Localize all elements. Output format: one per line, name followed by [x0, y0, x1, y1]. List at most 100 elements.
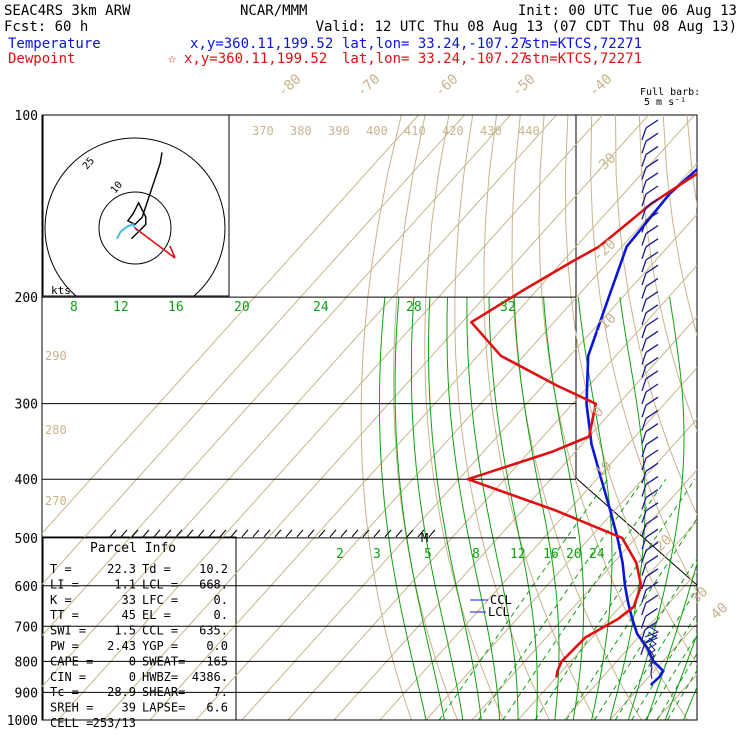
- wind-barb: [641, 555, 659, 576]
- parcel-field-label: Tc =: [50, 685, 79, 699]
- surface-wind-barb: [648, 649, 655, 662]
- mixing-ratio-label: 16: [543, 547, 559, 562]
- hatch-mark: [208, 529, 216, 538]
- wind-barb: [641, 185, 659, 207]
- parcel-field-value: 0: [129, 654, 136, 668]
- mixing-ratio-line: [631, 612, 697, 720]
- moist-adiabat-line: [720, 297, 740, 720]
- parcel-field-value: 165: [206, 654, 228, 668]
- hatch-mark: [274, 529, 282, 538]
- pressure-tick-label: 1000: [7, 714, 38, 729]
- hatch-mark: [285, 529, 293, 538]
- wind-barb-shaft: [645, 462, 659, 472]
- parcel-field-label: PW =: [50, 639, 79, 653]
- dry-adiabat-line: [360, 115, 412, 720]
- hatch-mark: [428, 529, 436, 538]
- wind-barb-shaft: [645, 357, 659, 367]
- mixing-ratio-line: [478, 478, 645, 720]
- dry-adiabat-line: [686, 115, 697, 209]
- surface-wind-barb: [644, 625, 660, 638]
- hatch-mark: [197, 529, 205, 538]
- wind-barb: [641, 211, 659, 233]
- parcel-field-value: 635.: [199, 624, 228, 638]
- wind-barb-flag: [641, 193, 647, 207]
- hatch-mark: [329, 529, 337, 538]
- wind-barb-shaft: [645, 409, 659, 419]
- isotherm-label: -60: [432, 71, 462, 100]
- mixing-ratio-label: 16: [168, 300, 184, 315]
- wind-barb-flag: [641, 484, 647, 497]
- mixing-ratio-label: 8: [472, 547, 480, 562]
- plot-frame: [41, 114, 698, 721]
- pressure-tick-label: 200: [15, 291, 38, 306]
- wind-barb: [640, 607, 658, 629]
- wind-barb: [641, 462, 659, 484]
- dewpoint-star-icon: ☆: [168, 51, 177, 67]
- isotherm-line: [195, 162, 697, 720]
- wind-barb-flag: [641, 536, 647, 550]
- theta-label: 440: [518, 124, 540, 138]
- hatch-mark: [252, 529, 260, 538]
- wind-barb: [641, 436, 659, 458]
- parcel-field-label: CELL =: [50, 716, 93, 730]
- wind-barb-shaft: [645, 185, 659, 195]
- parcel-field-value: 28.9: [107, 685, 136, 699]
- parcel-field-value: 22.3: [107, 562, 136, 576]
- parcel-field-value: 253/13: [93, 716, 136, 730]
- hatch-mark: [263, 529, 271, 538]
- wind-barb: [641, 581, 659, 603]
- isotherm-line: [57, 115, 603, 720]
- moist-adiabat-line: [488, 297, 538, 720]
- parcel-field-value: 0.: [214, 593, 228, 607]
- mixing-ratio-label: 12: [510, 547, 526, 562]
- parcel-info-title: Parcel Info: [90, 541, 176, 556]
- hatch-mark: [362, 529, 370, 538]
- hatch-mark: [153, 529, 161, 538]
- wind-barb-shaft: [645, 436, 659, 446]
- wind-barb-shaft: [645, 198, 659, 208]
- mixing-ratio-label: 24: [313, 300, 329, 315]
- temperature-profile-line: [585, 167, 697, 686]
- wind-barb: [641, 238, 659, 260]
- wind-barb: [641, 304, 659, 326]
- wind-barb-shaft: [645, 449, 659, 459]
- wind-barb-flag: [641, 418, 647, 431]
- parcel-field-value: 33: [122, 593, 136, 607]
- parcel-field-label: TT =: [50, 608, 79, 622]
- isotherm-label: 40: [708, 600, 731, 623]
- barb-legend-units: 5 m s⁻¹: [644, 97, 686, 108]
- wind-barb-flag: [641, 510, 647, 524]
- wind-barb-flag: [641, 299, 647, 312]
- dewpoint-label: Dewpoint: [8, 51, 75, 67]
- wind-barb: [641, 317, 659, 339]
- wind-barb-flag: [641, 378, 647, 392]
- parcel-field-value: 6.6: [206, 701, 228, 715]
- wind-barb: [640, 621, 658, 642]
- isotherm-line: [42, 115, 511, 637]
- dry-adiabat-line: [590, 115, 697, 593]
- hatch-mark: [175, 529, 183, 538]
- wind-barb-shaft: [645, 370, 659, 380]
- wind-barb-flag: [641, 365, 647, 378]
- theta-label: 280: [45, 423, 67, 437]
- wind-barb: [641, 225, 659, 246]
- wind-barb-shaft: [645, 515, 659, 525]
- init-time: Init: 00 UTC Tue 06 Aug 13: [518, 3, 737, 19]
- wind-barb-shaft: [645, 502, 659, 512]
- wind-barb: [641, 172, 659, 194]
- hodograph-ring: [44, 137, 226, 296]
- isotherm-label: -40: [586, 71, 616, 100]
- wind-barb-shaft: [645, 159, 659, 169]
- wind-barb-shaft: [645, 211, 659, 221]
- wind-barb: [641, 594, 659, 616]
- mixing-ratio-label: 8: [70, 300, 78, 315]
- theta-label: 380: [290, 124, 312, 138]
- parcel-info: Parcel Info T = 22.3 Td = 10.2 LI = 1.1 LCL = 66…: [50, 541, 228, 730]
- wind-barb: [641, 475, 659, 497]
- hatch-mark: [142, 529, 150, 538]
- valid-time: Valid: 12 UTC Thu 08 Aug 13 (07 CDT Thu …: [316, 19, 737, 35]
- wind-barb: [641, 159, 659, 180]
- parcel-field-value: 0: [129, 670, 136, 684]
- dry-adiabat-line: [638, 115, 697, 433]
- wind-barb: [641, 515, 659, 537]
